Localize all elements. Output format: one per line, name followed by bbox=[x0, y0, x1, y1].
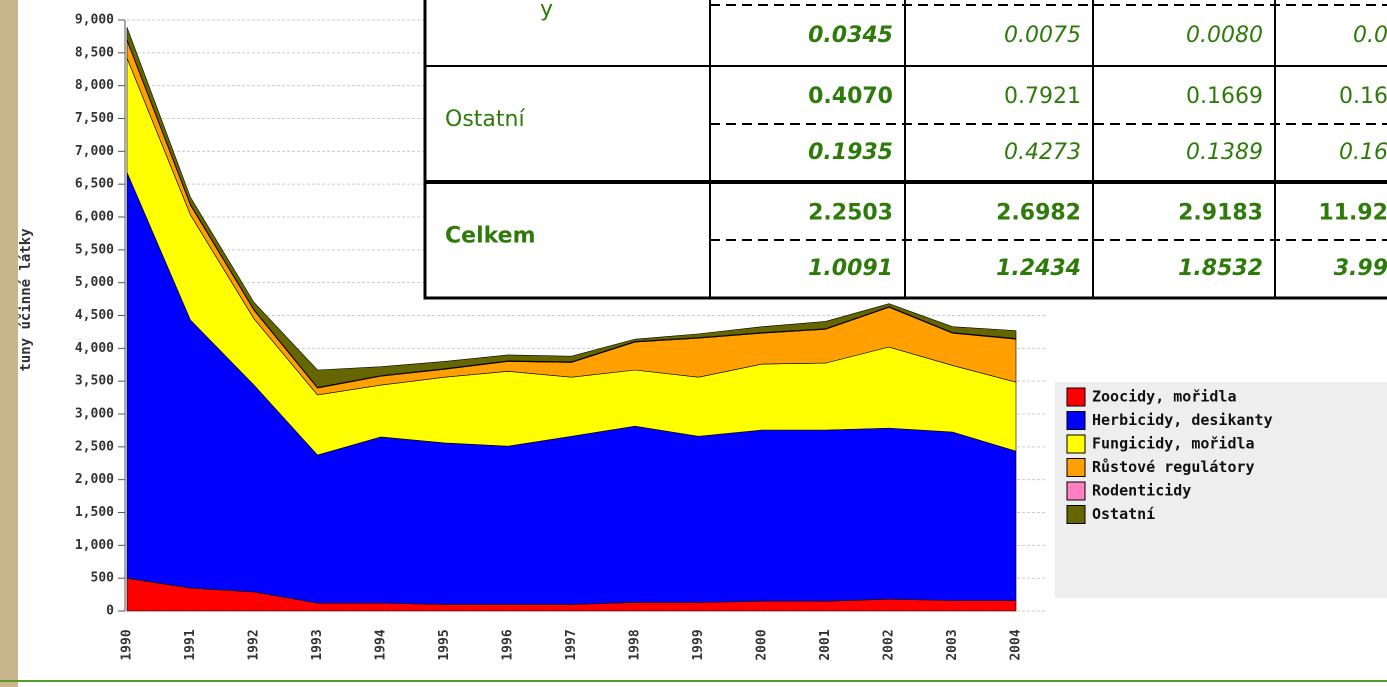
cell: 0.1389 bbox=[1186, 140, 1263, 165]
legend-swatch bbox=[1066, 434, 1086, 454]
legend-swatch bbox=[1066, 481, 1086, 501]
x-tick-label: 1991 bbox=[183, 629, 198, 660]
cell: 0.0345 bbox=[808, 23, 893, 48]
legend-label: Fungicidy, mořidla bbox=[1092, 435, 1255, 453]
cell: 0.1935 bbox=[808, 140, 893, 165]
x-tick-label: 1990 bbox=[120, 629, 135, 660]
x-tick-label: 1994 bbox=[374, 629, 389, 660]
legend-swatch bbox=[1066, 505, 1086, 524]
cell: 0.16 bbox=[1339, 140, 1387, 165]
cell: 0.1669 bbox=[1186, 84, 1263, 109]
cell: 2.9183 bbox=[1178, 201, 1263, 226]
y-tick-label: 3,500 bbox=[75, 374, 114, 389]
x-tick-label: 1997 bbox=[564, 629, 579, 660]
legend-label: Herbicidy, desikanty bbox=[1092, 411, 1273, 429]
x-tick-label: 1992 bbox=[247, 629, 262, 660]
cell: 0.0 bbox=[1353, 23, 1387, 48]
x-tick-label: 1996 bbox=[501, 629, 516, 660]
x-tick-label: 1999 bbox=[691, 629, 706, 660]
cell: 11.92 bbox=[1318, 201, 1387, 226]
legend-label: Zoocidy, mořidla bbox=[1092, 388, 1237, 406]
cell: 0.16 bbox=[1339, 84, 1387, 109]
cell: 2.6982 bbox=[996, 201, 1081, 226]
legend-swatch bbox=[1066, 387, 1086, 407]
cell: 0.0075 bbox=[1004, 23, 1081, 48]
x-tick-label: 2000 bbox=[755, 629, 770, 660]
cell: 0.4070 bbox=[808, 84, 893, 109]
x-tick-label: 2003 bbox=[945, 629, 960, 660]
y-tick-label: 7,000 bbox=[75, 144, 114, 159]
background-strip bbox=[0, 0, 18, 687]
legend-label: Ostatní bbox=[1092, 505, 1155, 523]
y-tick-label: 9,000 bbox=[75, 13, 114, 28]
y-tick-label: 7,500 bbox=[75, 111, 114, 126]
cell: 2.2503 bbox=[808, 201, 893, 226]
x-tick-label: 1998 bbox=[628, 629, 643, 660]
y-tick-label: 8,000 bbox=[75, 78, 114, 93]
y-tick-label: 8,500 bbox=[75, 45, 114, 60]
row-label: Celkem bbox=[445, 224, 536, 249]
table: y 0.0345 0.0075 0.0080 0.0 Ostatní 0.4070 0.792… bbox=[423, 0, 1387, 300]
cell: 1.2434 bbox=[996, 256, 1081, 281]
cell: 1.0091 bbox=[808, 256, 893, 281]
legend-box bbox=[1055, 382, 1387, 598]
y-tick-label: 4,500 bbox=[75, 308, 114, 323]
y-tick-label: 500 bbox=[91, 571, 115, 586]
x-tick-label: 2002 bbox=[882, 629, 897, 660]
y-tick-label: 6,500 bbox=[75, 177, 114, 192]
legend-label: Rodenticidy bbox=[1092, 482, 1191, 500]
cell: 0.4273 bbox=[1004, 140, 1081, 165]
x-tick-label: 2001 bbox=[818, 629, 833, 660]
y-tick-label: 2,000 bbox=[75, 472, 114, 487]
y-tick-label: 5,500 bbox=[75, 242, 114, 257]
row-label: y bbox=[540, 0, 553, 22]
cell: 0.0080 bbox=[1186, 23, 1263, 48]
y-tick-label: 2,500 bbox=[75, 439, 114, 454]
y-tick-label: 0 bbox=[106, 604, 114, 619]
x-tick-label: 1993 bbox=[310, 629, 325, 660]
y-axis-label: tuny účinné látky bbox=[18, 228, 34, 372]
legend-swatch bbox=[1066, 411, 1086, 430]
x-tick-label: 2004 bbox=[1009, 629, 1024, 660]
legend-swatch bbox=[1066, 458, 1086, 477]
y-tick-label: 1,500 bbox=[75, 505, 114, 520]
y-tick-label: 3,000 bbox=[75, 407, 114, 422]
cell: 1.8532 bbox=[1178, 256, 1263, 281]
area bbox=[126, 27, 1017, 388]
y-tick-label: 5,000 bbox=[75, 275, 114, 290]
x-tick-label: 1995 bbox=[437, 629, 452, 660]
cell: 0.7921 bbox=[1004, 84, 1081, 109]
y-tick-label: 6,000 bbox=[75, 210, 114, 225]
y-tick-label: 4,000 bbox=[75, 341, 114, 356]
y-tick-label: 1,000 bbox=[75, 538, 114, 553]
cell: 3.99 bbox=[1334, 256, 1387, 281]
row-label: Ostatní bbox=[445, 107, 525, 132]
legend-label: Růstové regulátory bbox=[1092, 458, 1255, 476]
